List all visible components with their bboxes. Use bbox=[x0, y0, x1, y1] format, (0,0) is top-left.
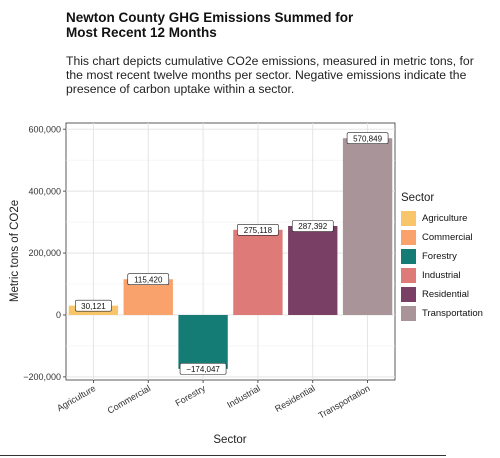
legend-swatch bbox=[401, 306, 416, 321]
legend-swatch bbox=[401, 287, 416, 302]
legend-title: Sector bbox=[401, 192, 435, 204]
bottom-divider bbox=[0, 455, 446, 456]
data-label-box bbox=[291, 220, 334, 232]
legend-item-agriculture: Agriculture bbox=[401, 209, 483, 228]
legend-label: Commercial bbox=[422, 232, 473, 243]
legend-item-transportation: Transportation bbox=[401, 304, 483, 323]
x-tick-label: Forestry bbox=[173, 383, 207, 408]
data-label-box bbox=[179, 363, 227, 375]
bar-residential bbox=[288, 225, 338, 315]
legend-label: Transportation bbox=[422, 308, 483, 319]
x-tick-label: Industrial bbox=[225, 383, 262, 410]
data-label-box bbox=[75, 299, 112, 312]
y-tick-label: 600,000 bbox=[28, 124, 61, 134]
data-label-box bbox=[346, 132, 389, 145]
plot-panel bbox=[65, 122, 396, 381]
legend-label: Agriculture bbox=[422, 213, 468, 224]
bar-transportation bbox=[342, 138, 393, 315]
data-label-box bbox=[237, 223, 279, 236]
y-axis-ticks: −200,000 0 200,000 400,000 600,000 bbox=[23, 124, 66, 382]
data-labels: 30,121 115,420 −174,047 275,118 287,392 570,8… bbox=[75, 132, 389, 375]
x-tick-label: Agriculture bbox=[55, 383, 97, 413]
y-tick-label: −200,000 bbox=[23, 372, 61, 382]
y-tick-label: 200,000 bbox=[28, 248, 61, 258]
data-label: 275,118 bbox=[244, 226, 273, 235]
data-label: 115,420 bbox=[134, 275, 163, 284]
legend-item-industrial: Industrial bbox=[401, 266, 483, 285]
legend-swatch bbox=[401, 268, 416, 283]
data-label: 287,392 bbox=[298, 222, 327, 231]
legend-swatch bbox=[401, 211, 416, 226]
legend-item-forestry: Forestry bbox=[401, 247, 483, 266]
bar-industrial bbox=[233, 229, 283, 315]
x-axis-title: Sector bbox=[213, 434, 246, 446]
x-tick-label: Commercial bbox=[106, 383, 153, 416]
legend: Sector Agriculture Commercial Forestry Indu… bbox=[401, 192, 483, 323]
y-tick-label: 400,000 bbox=[28, 186, 61, 196]
data-label: 570,849 bbox=[353, 134, 382, 143]
chart-title: Newton County GHG Emissions Summed for M… bbox=[66, 10, 354, 40]
y-tick-label: 0 bbox=[56, 310, 61, 320]
legend-swatch bbox=[401, 249, 416, 264]
legend-swatch bbox=[401, 230, 416, 245]
legend-item-residential: Residential bbox=[401, 285, 483, 304]
data-label: −174,047 bbox=[186, 365, 220, 374]
x-tick-label: Transportation bbox=[317, 383, 372, 421]
legend-label: Forestry bbox=[422, 251, 457, 262]
data-label-box bbox=[127, 273, 170, 286]
legend-label: Industrial bbox=[422, 270, 461, 281]
bar-forestry bbox=[178, 314, 228, 369]
x-tick-label: Residential bbox=[273, 383, 317, 414]
chart-description: This chart depicts cumulative CO2e emiss… bbox=[66, 54, 474, 96]
bars bbox=[68, 138, 393, 369]
data-label: 30,121 bbox=[81, 302, 106, 311]
legend-item-commercial: Commercial bbox=[401, 228, 483, 247]
x-axis-ticks: Agriculture Commercial Forestry Industrial R… bbox=[55, 380, 372, 421]
legend-label: Residential bbox=[422, 289, 469, 300]
y-axis-title: Metric tons of CO2e bbox=[9, 200, 21, 302]
bar-commercial bbox=[123, 279, 173, 315]
